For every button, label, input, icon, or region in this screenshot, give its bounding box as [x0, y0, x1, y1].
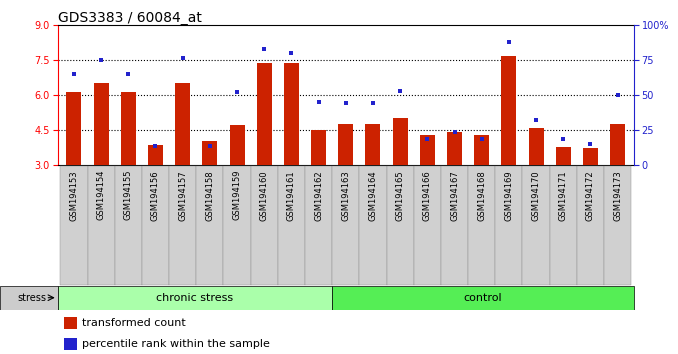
Text: GSM194173: GSM194173 [613, 170, 622, 221]
Text: GSM194157: GSM194157 [178, 170, 187, 221]
Bar [311, 130, 326, 165]
Bar [87, 166, 115, 285]
Text: GSM194159: GSM194159 [233, 170, 241, 221]
Text: control: control [464, 293, 502, 303]
Text: GSM194154: GSM194154 [97, 170, 106, 221]
Bar [0, 286, 58, 310]
Text: GSM194160: GSM194160 [260, 170, 268, 221]
Point [313, 99, 324, 104]
Bar [523, 166, 550, 285]
Bar [393, 118, 407, 165]
Text: GSM194166: GSM194166 [423, 170, 432, 221]
Point [232, 89, 243, 95]
Bar [496, 166, 523, 285]
Bar [529, 129, 544, 165]
Bar [332, 286, 634, 310]
Text: transformed count: transformed count [82, 318, 186, 327]
Text: GSM194161: GSM194161 [287, 170, 296, 221]
Bar [359, 166, 386, 285]
Bar [66, 92, 81, 165]
Point [123, 71, 134, 76]
Bar [142, 166, 169, 285]
Bar [338, 124, 353, 165]
Bar [121, 92, 136, 165]
Bar [414, 166, 441, 285]
Bar [610, 124, 625, 165]
Text: GSM194153: GSM194153 [69, 170, 79, 221]
Bar [556, 147, 571, 165]
Bar [604, 166, 631, 285]
Text: GSM194158: GSM194158 [205, 170, 214, 221]
Bar [94, 83, 108, 165]
Bar [58, 286, 332, 310]
Bar [365, 124, 380, 165]
Point [205, 144, 216, 149]
Bar [224, 166, 251, 285]
Text: percentile rank within the sample: percentile rank within the sample [82, 339, 270, 349]
Point [96, 57, 106, 63]
Point [150, 144, 161, 149]
Bar [550, 166, 577, 285]
Bar [230, 125, 245, 165]
Point [177, 56, 188, 61]
Bar [305, 166, 332, 285]
Point [68, 71, 79, 76]
Text: GSM194165: GSM194165 [396, 170, 405, 221]
Text: GSM194162: GSM194162 [314, 170, 323, 221]
Bar [332, 166, 359, 285]
Bar [257, 63, 272, 165]
Bar [474, 136, 489, 165]
Bar [115, 166, 142, 285]
Bar [468, 166, 496, 285]
Bar [169, 166, 196, 285]
Bar [203, 141, 218, 165]
Point [558, 137, 569, 142]
Text: chronic stress: chronic stress [157, 293, 233, 303]
Bar [583, 148, 598, 165]
Bar [251, 166, 278, 285]
Text: GSM194167: GSM194167 [450, 170, 459, 221]
Bar [196, 166, 224, 285]
Point [504, 39, 515, 44]
Text: GSM194172: GSM194172 [586, 170, 595, 221]
Text: GSM194155: GSM194155 [124, 170, 133, 221]
Text: GSM194164: GSM194164 [368, 170, 378, 221]
Bar [386, 166, 414, 285]
Bar [502, 56, 517, 165]
Text: GSM194163: GSM194163 [341, 170, 351, 221]
Bar [278, 166, 305, 285]
Point [612, 92, 623, 97]
Point [449, 130, 460, 135]
Point [367, 100, 378, 106]
Point [531, 117, 542, 123]
Bar [420, 136, 435, 165]
Text: GDS3383 / 60084_at: GDS3383 / 60084_at [58, 11, 201, 25]
Bar [447, 132, 462, 165]
Bar [64, 338, 77, 350]
Bar [577, 166, 604, 285]
Point [422, 137, 433, 142]
Bar [60, 166, 87, 285]
Text: GSM194168: GSM194168 [477, 170, 486, 221]
Text: GSM194156: GSM194156 [151, 170, 160, 221]
Text: stress: stress [17, 293, 46, 303]
Point [585, 141, 596, 147]
Point [395, 88, 405, 93]
Text: GSM194169: GSM194169 [504, 170, 513, 221]
Bar [175, 83, 190, 165]
Bar [64, 316, 77, 329]
Bar [284, 63, 299, 165]
Text: GSM194170: GSM194170 [532, 170, 540, 221]
Point [286, 50, 297, 56]
Bar [148, 145, 163, 165]
Point [259, 46, 270, 51]
Text: GSM194171: GSM194171 [559, 170, 567, 221]
Bar [441, 166, 468, 285]
Point [340, 100, 351, 106]
Point [476, 137, 487, 142]
